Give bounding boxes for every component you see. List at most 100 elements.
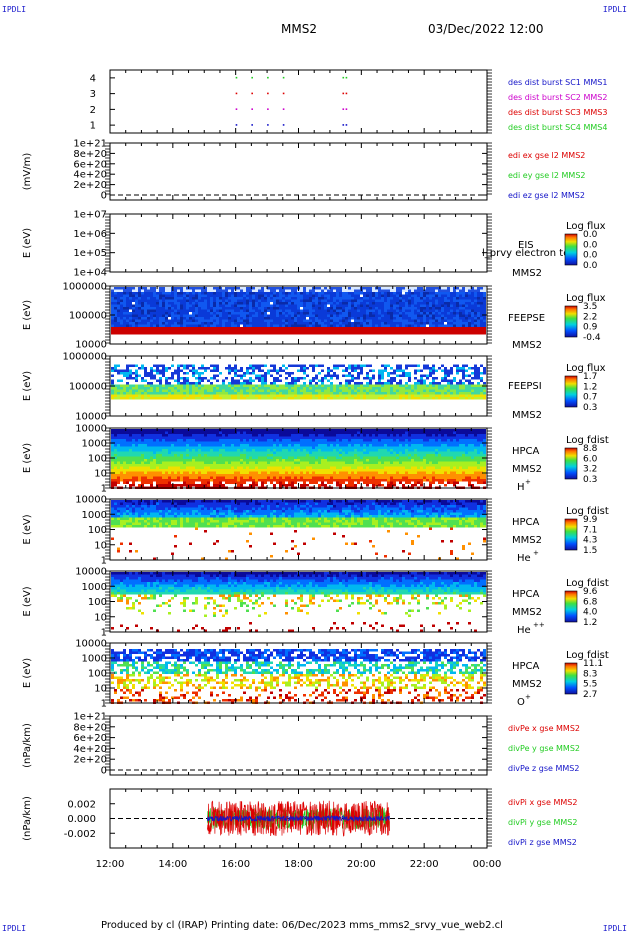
heat-cell: [177, 469, 180, 472]
heat-cell: [294, 312, 297, 315]
heat-cell: [120, 332, 123, 335]
heat-cell: [228, 332, 231, 335]
heat-cell: [315, 289, 318, 292]
heat-cell: [333, 314, 336, 317]
heat-cell: [462, 387, 465, 390]
heat-cell: [471, 319, 474, 322]
heat-cell: [189, 394, 192, 397]
feepse-spacecraft-label: MMS2: [512, 340, 542, 351]
heat-cell: [120, 449, 123, 452]
heat-cell: [129, 444, 132, 447]
heat-cell: [408, 324, 411, 327]
heat-cell: [111, 367, 114, 370]
heat-cell: [219, 317, 222, 320]
heat-cell: [162, 449, 165, 452]
divpe-y-tick-label: 8e+20: [73, 722, 107, 733]
heat-cell: [384, 394, 387, 397]
heat-cell: [120, 302, 123, 305]
heat-cell: [354, 307, 357, 310]
heat-cell: [471, 372, 474, 375]
heat-cell: [150, 294, 153, 297]
heat-cell: [198, 322, 201, 325]
heat-cell: [180, 299, 183, 302]
heat-cell: [195, 312, 198, 315]
heat-cell: [339, 312, 342, 315]
heat-cell: [168, 394, 171, 397]
heat-cell: [270, 304, 273, 307]
heat-cell: [447, 289, 450, 292]
heat-cell: [312, 299, 315, 302]
heat-cell: [123, 434, 126, 437]
heat-cell: [225, 384, 228, 387]
heat-cell: [354, 369, 357, 372]
heat-cell: [198, 307, 201, 310]
heat-cell: [117, 441, 120, 444]
heat-cell: [111, 294, 114, 297]
heat-cell: [318, 372, 321, 375]
heat-cell: [243, 379, 246, 382]
heat-cell: [174, 459, 177, 462]
heat-cell: [186, 389, 189, 392]
heat-cell: [237, 389, 240, 392]
heat-cell: [186, 297, 189, 300]
heat-cell: [249, 379, 252, 382]
heat-cell: [117, 324, 120, 327]
heat-cell: [135, 446, 138, 449]
heat-cell: [114, 327, 117, 330]
heat-cell: [402, 302, 405, 305]
heat-cell: [414, 314, 417, 317]
heat-cell: [210, 327, 213, 330]
heat-cell: [408, 304, 411, 307]
heat-cell: [210, 324, 213, 327]
heat-cell: [366, 384, 369, 387]
heat-cell: [159, 431, 162, 434]
heat-cell: [417, 397, 420, 400]
heat-cell: [345, 327, 348, 330]
heat-cell: [111, 481, 114, 484]
heat-cell: [291, 397, 294, 400]
heat-cell: [246, 307, 249, 310]
heat-cell: [480, 302, 483, 305]
heat-cell: [243, 372, 246, 375]
heat-cell: [168, 309, 171, 312]
heat-cell: [333, 289, 336, 292]
heat-cell: [435, 387, 438, 390]
heat-cell: [441, 302, 444, 305]
heat-cell: [444, 304, 447, 307]
heat-cell: [120, 444, 123, 447]
heat-cell: [129, 369, 132, 372]
heat-cell: [462, 309, 465, 312]
heat-cell: [207, 312, 210, 315]
heat-cell: [420, 297, 423, 300]
heat-cell: [339, 292, 342, 295]
heat-cell: [297, 297, 300, 300]
burst-point: [342, 92, 345, 95]
heat-cell: [123, 307, 126, 310]
heat-cell: [315, 314, 318, 317]
heat-cell: [390, 389, 393, 392]
heat-cell: [174, 461, 177, 464]
heat-cell: [396, 327, 399, 330]
heat-cell: [369, 287, 372, 290]
heat-cell: [405, 384, 408, 387]
heat-cell: [126, 294, 129, 297]
heat-cell: [474, 332, 477, 335]
heat-cell: [426, 374, 429, 377]
heat-cell: [234, 297, 237, 300]
heat-cell: [204, 392, 207, 395]
heat-cell: [159, 304, 162, 307]
heat-cell: [114, 471, 117, 474]
heat-cell: [396, 304, 399, 307]
heat-cell: [207, 392, 210, 395]
heat-cell: [432, 332, 435, 335]
heat-cell: [285, 312, 288, 315]
heat-cell: [165, 304, 168, 307]
heat-cell: [387, 304, 390, 307]
heat-cell: [378, 382, 381, 385]
heat-cell: [144, 471, 147, 474]
heat-cell: [345, 397, 348, 400]
heat-cell: [483, 327, 486, 330]
heat-cell: [111, 461, 114, 464]
heat-cell: [117, 294, 120, 297]
heat-cell: [435, 297, 438, 300]
